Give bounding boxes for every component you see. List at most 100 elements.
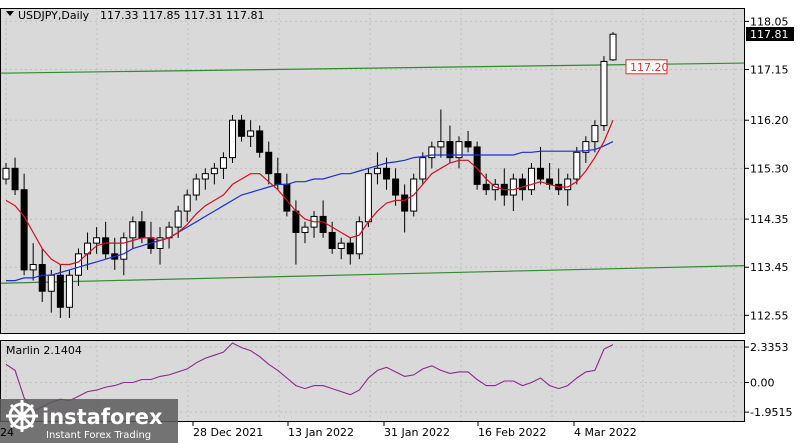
price-tick-label: 113.45 [750,261,789,274]
candle-body-bullish [219,157,227,169]
candle-body-bullish [437,141,445,148]
instaforex-logo-icon [6,400,38,432]
candle-body-bearish [401,194,409,212]
candle-body-bullish [229,119,236,159]
candle-body-bullish [355,221,363,255]
candle-body-bearish [138,221,146,239]
price-tick-label: 118.05 [750,15,789,28]
candlesticks [2,32,617,318]
price-tick-label: 115.30 [750,162,789,175]
candle [600,56,608,131]
time-tick-label: 16 Feb 2022 [478,426,546,439]
candle-body-bullish [247,130,255,137]
indicator-tick-label: 0.00 [750,377,775,390]
main-grid [0,8,745,334]
candle-body-bullish [337,242,345,249]
candle [56,264,64,318]
candle-body-bullish [29,264,37,271]
candle-body-bullish [373,167,381,175]
current-price-label: 117.81 [750,28,789,41]
candle [192,173,200,201]
indicator-grid [0,340,745,422]
indicator-line-group [5,342,614,413]
indicator-tick-label: -1.9515 [750,406,792,419]
time-tick-label: 31 Jan 2022 [384,426,450,439]
candle [564,173,572,206]
indicator-plot-frame [0,340,745,422]
candle [373,152,381,185]
candle-body-bullish [428,146,436,159]
channel-lines [0,62,746,284]
candle [301,221,309,244]
ma-slow-line [6,141,614,282]
candle-body-bearish [464,141,472,148]
candle [419,152,427,185]
candle-body-bullish [509,178,517,196]
candle-body-bearish [518,178,526,191]
candle [319,200,327,238]
candle-body-bullish [120,237,128,260]
candle [392,168,400,206]
marker-price-label: 117.20 [630,61,669,74]
candle [210,162,218,185]
candle [537,146,545,185]
candle [446,125,454,163]
candle [582,136,590,163]
candle-body-bearish [274,173,282,185]
time-tick-label: 28 Dec 2021 [193,426,263,439]
chart-ohlc-label: 117.33 117.85 117.31 117.81 [100,9,264,22]
candle [364,168,372,228]
candle [509,173,517,212]
candle [11,157,19,196]
marlin-line [5,342,614,413]
candle [29,243,37,281]
channel-lower-line [0,264,746,284]
candle-body-bearish [383,167,391,180]
price-tick-label: 116.20 [750,114,789,127]
candle-body-bearish [265,151,273,175]
candle [346,237,354,265]
candle-body-bearish [56,274,64,308]
candle-body-bearish [292,210,300,233]
dropdown-triangle-icon[interactable] [6,11,14,16]
candle-body-bullish [419,157,427,180]
candle-body-bullish [183,194,191,212]
candle-body-bearish [328,231,336,249]
watermark: instaforex Instant Forex Trading [0,399,178,443]
candle [129,216,137,249]
candle [437,109,445,158]
candle-body-bearish [38,264,46,292]
candle [573,146,581,185]
candle-body-bearish [102,237,110,255]
price-tick-label: 114.35 [750,213,789,226]
candle [455,136,463,169]
candle [609,32,617,61]
candle [355,216,363,260]
candle-body-bullish [74,253,82,276]
candle [201,168,209,190]
indicator-title: Marlin 2.1404 [6,344,82,357]
candle-body-bullish [364,173,372,223]
candle [20,173,28,276]
candle-body-bullish [156,237,164,249]
candle-body-bearish [20,189,28,271]
candle [265,141,273,185]
candle [401,184,409,233]
candle-body-bullish [609,33,617,61]
candle-body-bullish [301,226,309,233]
candle [219,152,227,180]
candle-body-bearish [11,167,19,191]
candle-body-bullish [210,167,218,175]
main-plot-frame [0,8,745,334]
candle [238,114,246,142]
candle-body-bullish [129,221,137,239]
channel-upper-line [0,62,746,74]
candle-body-bearish [238,119,246,137]
moving-averages [5,119,614,282]
candle-body-bullish [527,167,535,191]
main-plot-area [0,8,745,334]
candle [65,269,73,318]
price-tick-label: 112.55 [750,309,789,322]
candle-body-bullish [201,173,209,180]
